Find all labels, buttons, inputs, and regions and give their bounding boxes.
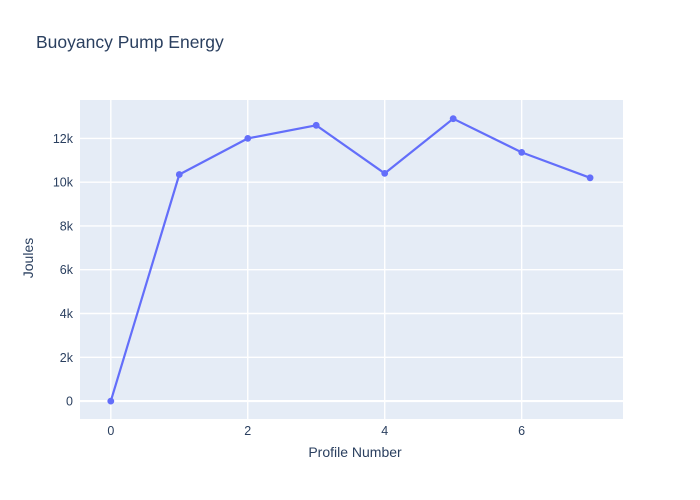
data-point-marker[interactable] <box>175 171 183 178</box>
data-line <box>109 117 592 403</box>
x-tick-label: 4 <box>381 424 388 438</box>
y-tick-label: 12k <box>53 132 74 146</box>
y-tick-label: 8k <box>60 219 74 233</box>
data-point-marker[interactable] <box>312 121 320 129</box>
x-axis-title: Profile Number <box>308 444 402 460</box>
y-tick-label: 2k <box>60 351 74 365</box>
data-point-marker[interactable] <box>586 174 594 182</box>
y-tick-label: 6k <box>60 263 74 277</box>
y-tick-label: 0 <box>66 395 73 409</box>
data-point-marker[interactable] <box>449 115 457 123</box>
x-tick-label: 2 <box>244 424 251 438</box>
data-point-marker[interactable] <box>381 170 389 177</box>
data-point-marker[interactable] <box>107 397 115 405</box>
plot-background <box>80 100 623 419</box>
y-tick-label: 4k <box>60 307 74 321</box>
y-axis-title: Joules <box>20 237 36 279</box>
data-point-marker[interactable] <box>244 135 252 142</box>
x-tick-label: 6 <box>518 424 525 438</box>
y-tick-label: 10k <box>53 176 74 190</box>
data-point-marker[interactable] <box>518 149 526 156</box>
chart-title: Buoyancy Pump Energy <box>36 32 224 52</box>
x-tick-label: 0 <box>107 424 114 438</box>
